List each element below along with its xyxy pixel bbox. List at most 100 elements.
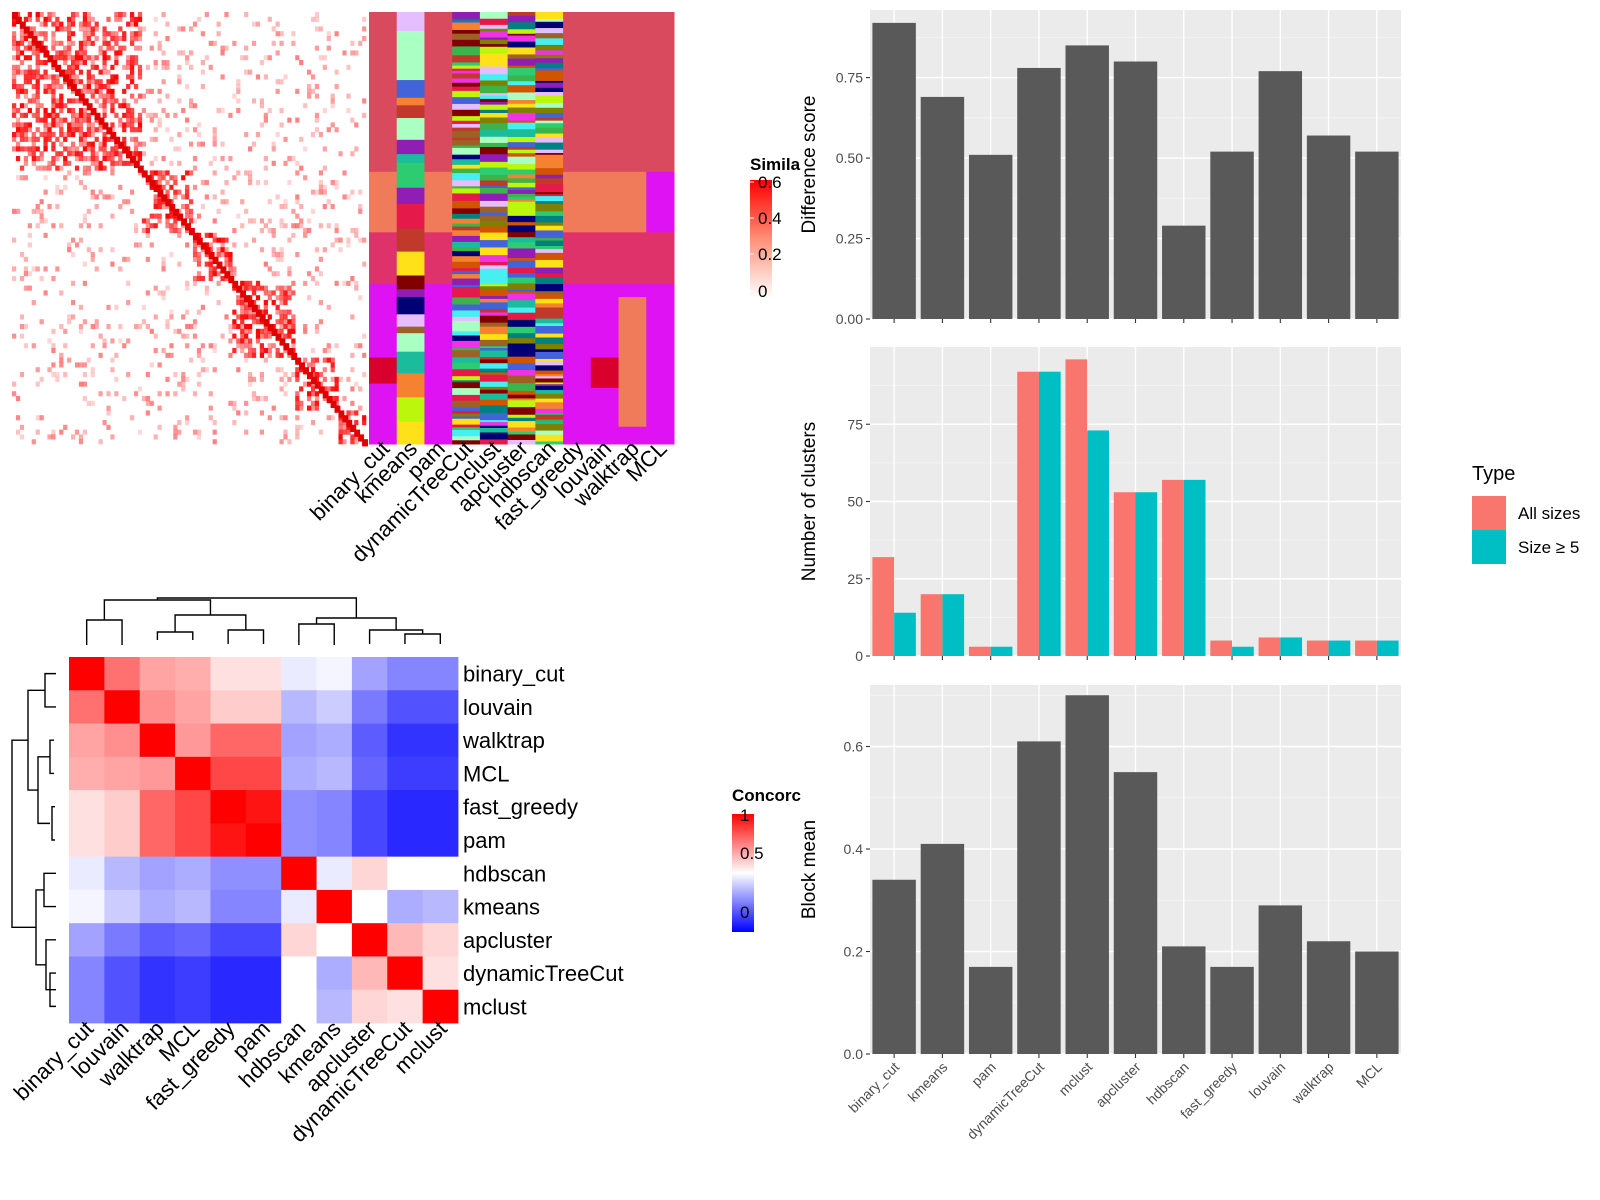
similarity-heatmap [12, 12, 368, 447]
y-tick-label: 0.2 [844, 944, 864, 960]
concordance-cell [281, 856, 317, 891]
concordance-cell [422, 690, 459, 724]
method-axis-labels: binary_cutkmeanspamdynamicTreeCutmclusta… [305, 436, 672, 567]
concordance-cell [316, 790, 353, 824]
bar [1038, 371, 1061, 656]
concordance-cell [175, 823, 211, 858]
bar [1162, 946, 1206, 1055]
y-axis-title: Difference score [799, 96, 820, 234]
concordance-cell [104, 690, 141, 724]
bar [1258, 905, 1303, 1055]
concordance-legend-tick: 1 [740, 806, 749, 825]
concordance-cell [139, 889, 176, 924]
concordance-cell [104, 923, 141, 957]
concordance-cell [422, 856, 459, 891]
concordance-cell [69, 690, 105, 724]
concordance-cell [104, 989, 141, 1024]
x-tick-label: apcluster [1092, 1059, 1144, 1111]
y-tick-label: 0.25 [836, 231, 863, 247]
x-tick-label: pam [968, 1059, 999, 1090]
concordance-cell [104, 889, 141, 924]
concordance-cell [104, 856, 141, 891]
concordance-cell [422, 790, 459, 824]
concordance-cell [351, 723, 388, 758]
concordance-cell [245, 889, 282, 924]
concordance-cell [210, 657, 247, 691]
concordance-row-label: hdbscan [463, 861, 546, 886]
bar [1306, 941, 1351, 1054]
concordance-cell [316, 657, 353, 691]
concordance-cell [139, 690, 176, 724]
bar [1113, 492, 1136, 656]
concordance-cell [245, 923, 282, 957]
concordance-cell [422, 723, 459, 758]
bar [1017, 741, 1061, 1055]
concordance-cell [139, 756, 176, 791]
bar [1087, 430, 1109, 656]
bar [1280, 637, 1303, 656]
bar [1065, 695, 1109, 1054]
y-tick-label: 0.50 [836, 150, 863, 166]
x-tick-label: mclust [1055, 1059, 1095, 1099]
legend-label-all-sizes: All sizes [1518, 504, 1580, 523]
concordance-cell [69, 923, 105, 957]
concordance-cell [69, 723, 105, 758]
bar [968, 646, 991, 656]
y-tick-label: 25 [847, 571, 863, 587]
concordance-cell [422, 923, 459, 957]
concordance-cell [69, 856, 105, 891]
concordance-row-label: fast_greedy [463, 795, 578, 820]
concordance-cell [387, 690, 424, 724]
concordance-row-label: walktrap [462, 728, 545, 753]
y-tick-label: 0.6 [844, 739, 864, 755]
concordance-legend-tick: 0.5 [740, 844, 764, 863]
bar [1017, 67, 1061, 319]
concordance-cell [139, 723, 176, 758]
bar [1376, 640, 1399, 656]
bar [920, 843, 965, 1055]
concordance-row-label: kmeans [463, 895, 540, 920]
similarity-legend-title: Simila [750, 155, 801, 174]
bar [1162, 479, 1184, 656]
concordance-cell [69, 657, 105, 691]
concordance-cell [175, 790, 211, 824]
concordance-cell [351, 923, 388, 957]
y-tick-label: 0.75 [836, 70, 863, 86]
concordance-cell [245, 856, 282, 891]
similarity-legend-tick: 0.6 [758, 173, 782, 192]
bar [1258, 71, 1303, 319]
concordance-cell [139, 989, 176, 1024]
concordance-cell [104, 823, 141, 858]
concordance-cell [387, 889, 424, 924]
concordance-cell [104, 723, 141, 758]
concordance-cell [281, 790, 317, 824]
concordance-cell [281, 923, 317, 957]
concordance-cell [69, 823, 105, 858]
legend-label-size-5: Size ≥ 5 [1518, 538, 1579, 557]
y-tick-label: 0 [855, 648, 863, 664]
concordance-cell [210, 889, 247, 924]
bar [1210, 151, 1254, 319]
concordance-cell [175, 657, 211, 691]
y-axis-title: Block mean [799, 820, 820, 919]
concordance-col-labels: binary_cutlouvainwalktrapMCLfast_greedyp… [9, 1016, 452, 1147]
similarity-legend: Simila 0.6 0.4 0.2 0 [750, 155, 801, 301]
concordance-cell [281, 690, 317, 724]
concordance-cell [104, 790, 141, 824]
concordance-cell [316, 923, 353, 957]
concordance-cell [210, 790, 247, 824]
concordance-cell [387, 756, 424, 791]
concordance-cell [281, 889, 317, 924]
concordance-cell [281, 956, 317, 991]
concordance-cell [245, 657, 282, 691]
y-tick-label: 0.4 [844, 841, 864, 857]
concordance-cell [69, 956, 105, 991]
concordance-cell [316, 956, 353, 991]
bar [1306, 135, 1351, 319]
concordance-cell [422, 889, 459, 924]
concordance-cell [316, 756, 353, 791]
concordance-cell [387, 723, 424, 758]
concordance-heatmap [69, 657, 459, 1024]
y-tick-label: 50 [847, 494, 863, 510]
type-legend: Type All sizes Size ≥ 5 [1472, 463, 1580, 564]
